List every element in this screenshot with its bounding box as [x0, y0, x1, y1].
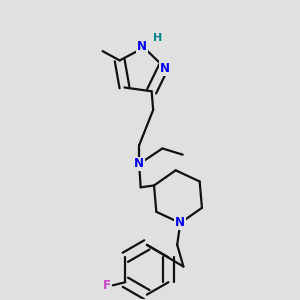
Text: N: N: [160, 62, 170, 75]
Text: H: H: [153, 33, 163, 43]
Text: F: F: [103, 279, 111, 292]
Text: N: N: [175, 217, 185, 230]
Text: N: N: [137, 40, 147, 52]
Text: N: N: [134, 158, 144, 170]
